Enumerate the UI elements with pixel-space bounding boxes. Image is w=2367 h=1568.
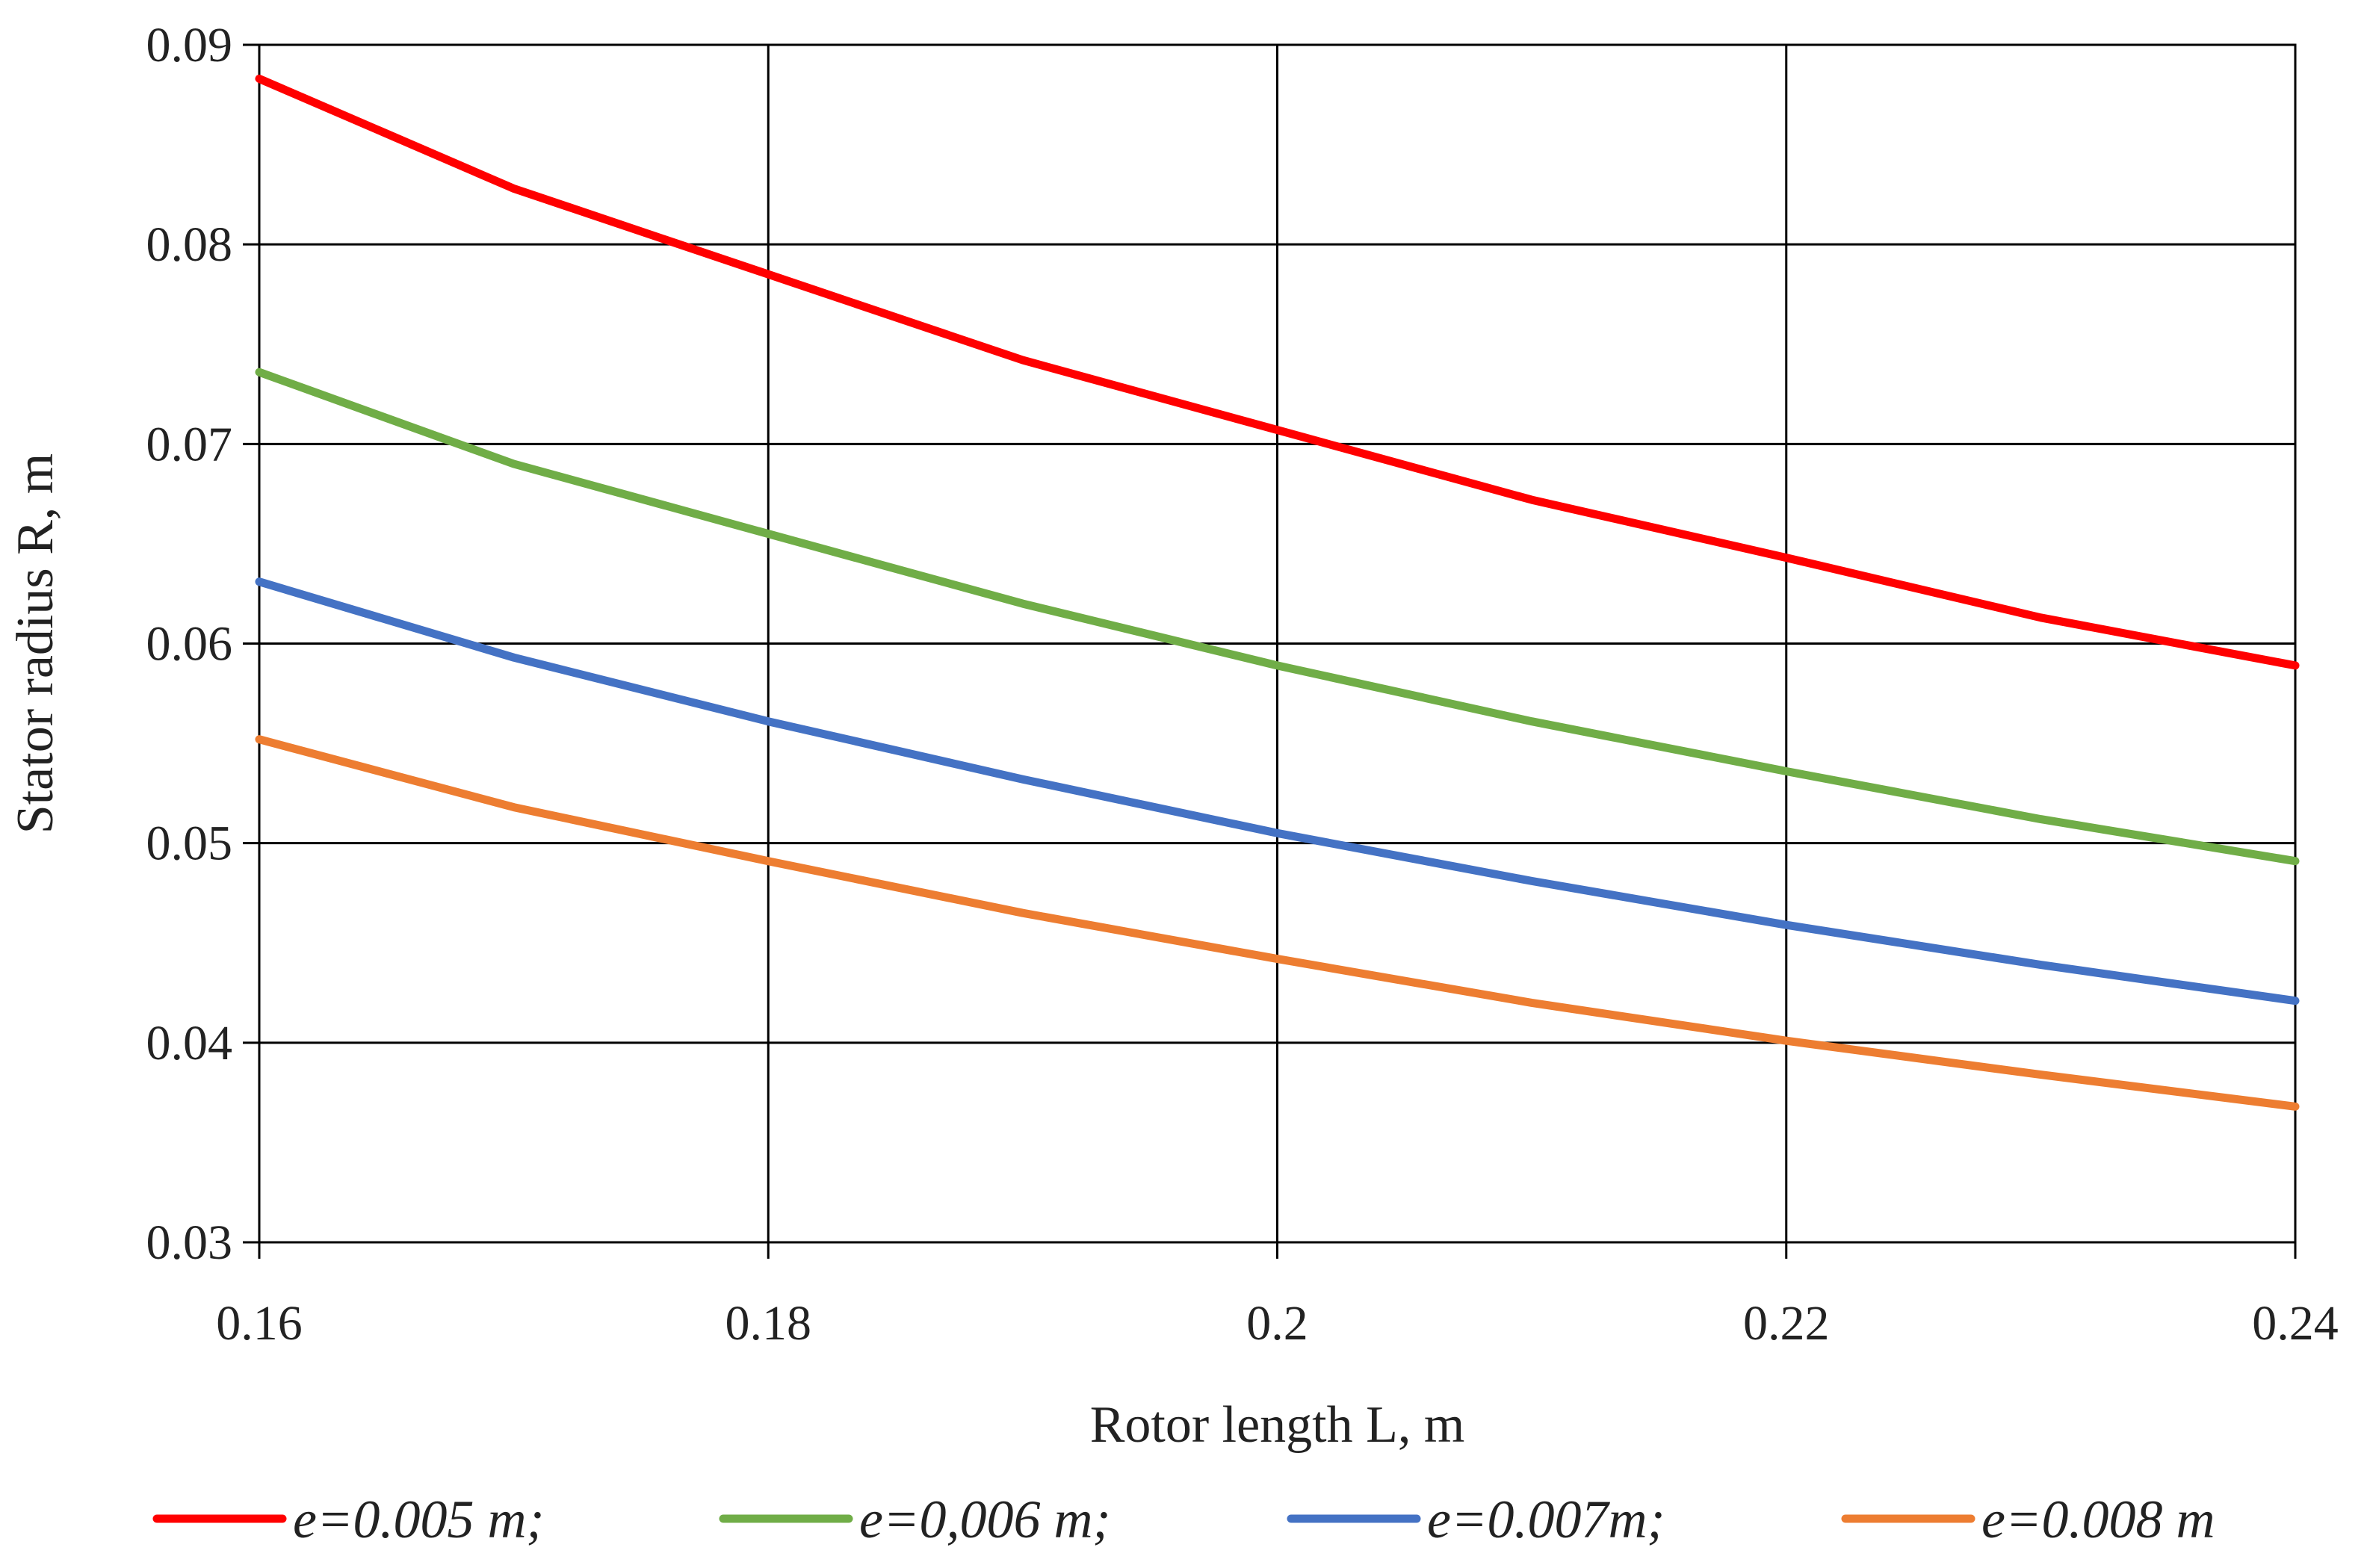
y-tick-label: 0.07 (146, 417, 233, 471)
y-axis-label: Stator radius R, m (7, 453, 64, 834)
x-axis-label: Rotor length L, m (1090, 1396, 1465, 1454)
y-tick-label: 0.06 (146, 617, 233, 672)
x-axis-ticks: 0.16 0.18 0.2 0.22 0.24 (216, 1242, 2339, 1351)
y-tick-label: 0.08 (146, 217, 233, 272)
series-line (255, 74, 2300, 670)
x-tick-label: 0.22 (1743, 1296, 1830, 1351)
x-tick-label: 0.24 (2252, 1296, 2339, 1351)
y-tick-label: 0.04 (146, 1016, 233, 1070)
legend-label: e=0.008 m (1981, 1490, 2215, 1549)
legend-label: e=0,006 m; (859, 1490, 1111, 1549)
legend: e=0.005 m; e=0,006 m; e=0.007m; e=0.008 m (152, 1490, 2215, 1549)
y-tick-label: 0.03 (146, 1215, 233, 1270)
legend-label: e=0.005 m; (293, 1490, 545, 1549)
series-group (255, 74, 2300, 1111)
y-axis-ticks: 0.03 0.04 0.05 0.06 0.07 0.08 0.09 (146, 18, 259, 1270)
x-tick-label: 0.2 (1246, 1296, 1308, 1351)
x-tick-label: 0.16 (216, 1296, 303, 1351)
series-line (255, 368, 2300, 866)
grid (258, 43, 2297, 1244)
legend-label: e=0.007m; (1427, 1490, 1665, 1549)
series-line (255, 735, 2300, 1111)
y-tick-label: 0.09 (146, 18, 233, 72)
x-tick-label: 0.18 (725, 1296, 812, 1351)
y-tick-label: 0.05 (146, 816, 233, 871)
series-line (255, 577, 2300, 1005)
